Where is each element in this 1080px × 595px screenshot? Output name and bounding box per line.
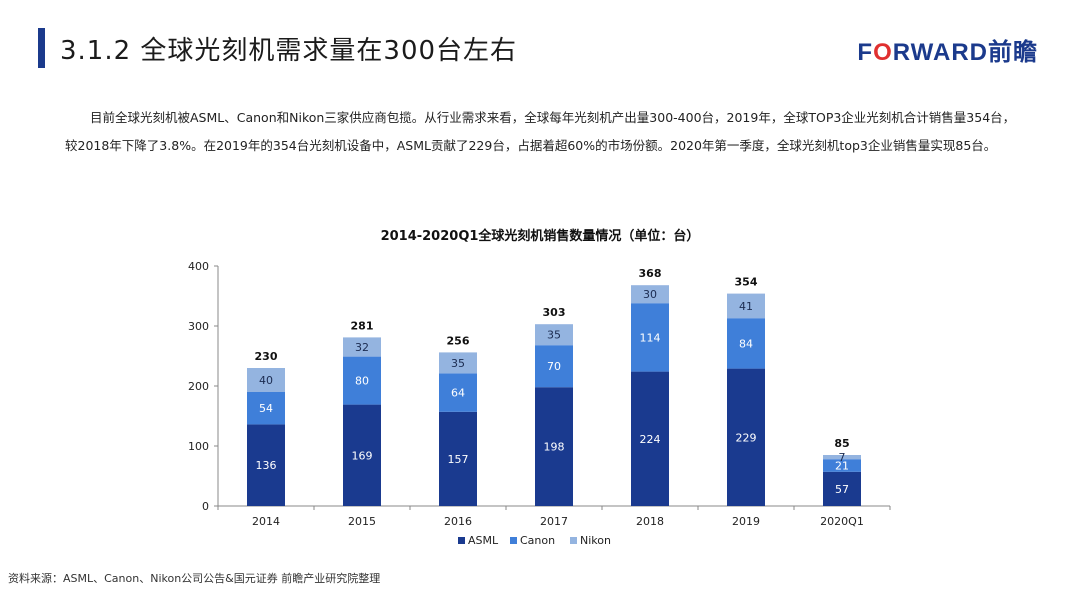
bar-nikon-segment [727,293,765,319]
data-label-canon: 64 [451,387,465,400]
data-label-asml: 157 [448,453,469,466]
intro-paragraph: 目前全球光刻机被ASML、Canon和Nikon三家供应商包揽。从行业需求来看，… [65,110,1016,153]
bar-nikon-segment [343,337,381,357]
bar-nikon-segment [631,285,669,304]
source-note: 资料来源：ASML、Canon、Nikon公司公告&国元证券 前瞻产业研究院整理 [8,572,381,585]
total-label: 85 [834,437,849,450]
bar-asml-segment [823,471,861,506]
bar-nikon-segment [535,324,573,346]
brand-letter-f: F [857,39,874,66]
data-label-canon: 70 [547,360,561,373]
data-label-nikon: 35 [451,357,465,370]
data-label-nikon: 7 [839,451,846,464]
data-label-asml: 57 [835,483,849,496]
page-title: 3.1.2 全球光刻机需求量在300台左右 [60,36,518,66]
data-label-canon: 114 [640,331,661,344]
x-tick-label: 2015 [348,515,376,528]
bar-canon-segment [823,459,861,472]
bar-asml-segment [343,404,381,506]
y-tick-label: 0 [202,500,209,513]
total-label: 368 [639,267,662,280]
legend-swatch [510,537,517,544]
bar-canon-segment [535,345,573,388]
chart-title: 2014-2020Q1全球光刻机销售数量情况（单位：台） [380,229,700,244]
brand-letter-o: O [873,39,893,66]
legend-label: ASML [468,534,499,547]
data-label-canon: 84 [739,337,753,350]
data-label-canon: 21 [835,460,849,473]
bar-asml-segment [727,368,765,506]
data-label-asml: 198 [544,441,565,454]
data-label-asml: 224 [640,433,661,446]
brand-logo: FORWARD前瞻 [857,32,1038,67]
total-label: 303 [543,306,566,319]
bar-canon-segment [631,303,669,372]
data-label-asml: 169 [352,449,373,462]
bar-nikon-segment [439,352,477,374]
data-label-nikon: 35 [547,329,561,342]
legend-swatch [458,537,465,544]
total-label: 281 [351,319,374,332]
data-label-nikon: 32 [355,341,369,354]
y-tick-label: 100 [188,440,209,453]
bar-canon-segment [343,356,381,405]
y-tick-label: 200 [188,380,209,393]
total-label: 354 [735,276,758,289]
bar-asml-segment [247,424,285,506]
bar-nikon-segment [247,368,285,392]
total-label: 230 [255,350,278,363]
x-tick-label: 2019 [732,515,760,528]
data-label-canon: 54 [259,402,273,415]
legend-label: Nikon [580,534,611,547]
data-label-asml: 229 [736,431,757,444]
legend-swatch [570,537,577,544]
total-label: 256 [447,334,470,347]
brand-rest: RWARD前瞻 [892,39,1038,66]
data-label-nikon: 41 [739,300,753,313]
bar-canon-segment [247,392,285,425]
title-accent-bar [38,28,45,68]
bar-asml-segment [631,371,669,506]
x-tick-label: 2020Q1 [820,515,864,528]
data-label-nikon: 40 [259,374,273,387]
y-tick-label: 400 [188,260,209,273]
bar-nikon-segment [823,455,861,460]
x-tick-label: 2014 [252,515,280,528]
data-label-nikon: 30 [643,288,657,301]
x-tick-label: 2016 [444,515,472,528]
bar-asml-segment [535,387,573,506]
bar-canon-segment [439,373,477,412]
data-label-asml: 136 [256,459,277,472]
bar-canon-segment [727,318,765,369]
y-tick-label: 300 [188,320,209,333]
bar-asml-segment [439,411,477,506]
x-tick-label: 2018 [636,515,664,528]
legend-label: Canon [520,534,555,547]
data-label-canon: 80 [355,375,369,388]
x-tick-label: 2017 [540,515,568,528]
